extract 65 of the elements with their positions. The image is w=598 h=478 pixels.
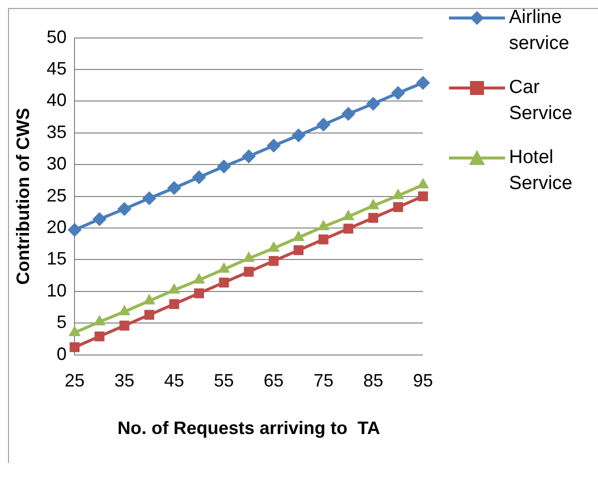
- point: [117, 202, 132, 216]
- point: [218, 262, 230, 273]
- point: [168, 283, 180, 294]
- x-axis-title: No. of Requests arriving to TA: [117, 418, 380, 438]
- point: [294, 245, 304, 256]
- point: [368, 212, 378, 223]
- point: [343, 224, 354, 234]
- point: [216, 160, 231, 174]
- y-tick-label: 50: [46, 26, 67, 47]
- point: [70, 342, 80, 352]
- x-tick-label: 75: [313, 370, 334, 391]
- point: [318, 234, 328, 244]
- point: [242, 251, 255, 262]
- x-tick-label: 85: [363, 370, 384, 391]
- point: [118, 304, 130, 316]
- x-tick-label: 55: [214, 370, 234, 391]
- x-tick-label: 45: [164, 370, 184, 391]
- point: [169, 299, 180, 310]
- point: [341, 106, 356, 121]
- y-tick-label: 35: [46, 122, 67, 142]
- point: [292, 230, 305, 242]
- point: [167, 181, 182, 196]
- point: [316, 118, 330, 132]
- point: [317, 220, 330, 230]
- y-tick-label: 15: [46, 248, 67, 269]
- y-tick-label: 20: [46, 216, 67, 237]
- point: [94, 331, 104, 342]
- point: [392, 188, 404, 200]
- point: [416, 76, 430, 90]
- point: [68, 326, 81, 336]
- point: [366, 96, 380, 111]
- y-tick-label: 25: [46, 185, 67, 206]
- point: [268, 256, 279, 266]
- point: [268, 241, 280, 252]
- y-tick-label: 45: [46, 58, 67, 78]
- y-axis-title: Contribution of CWS: [12, 108, 33, 285]
- legend-label: Car Service: [509, 76, 574, 126]
- y-tick-label: 0: [56, 344, 67, 364]
- point: [242, 149, 256, 164]
- y-tick-label: 5: [56, 312, 67, 332]
- y-tick-label: 30: [46, 154, 67, 174]
- x-tick-label: 35: [114, 370, 134, 391]
- point: [144, 310, 154, 320]
- legend-label: Hotel Service: [509, 146, 574, 196]
- point: [292, 128, 306, 142]
- point: [244, 266, 254, 277]
- point: [92, 212, 107, 226]
- point: [391, 86, 406, 100]
- y-tick-label: 40: [46, 90, 67, 110]
- point: [192, 170, 206, 184]
- point: [342, 210, 354, 220]
- point: [119, 320, 130, 331]
- point: [68, 222, 82, 237]
- point: [393, 202, 404, 212]
- x-tick-label: 95: [412, 370, 434, 391]
- point: [143, 294, 156, 304]
- legend-label: Airline service: [509, 6, 570, 56]
- point: [266, 138, 281, 153]
- point: [418, 191, 428, 202]
- point: [218, 278, 229, 288]
- point: [142, 191, 156, 206]
- x-tick-label: 65: [264, 370, 284, 391]
- point: [367, 198, 380, 210]
- y-tick-label: 10: [46, 280, 67, 300]
- point: [194, 288, 204, 298]
